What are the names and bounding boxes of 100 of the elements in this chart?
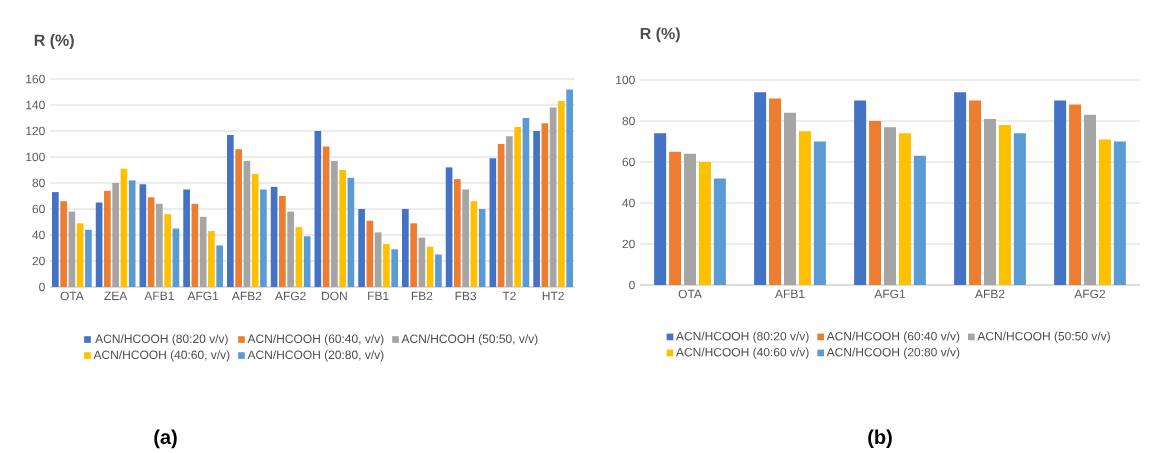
- bar: [983, 118, 996, 285]
- bar: [60, 201, 67, 287]
- bar: [913, 155, 926, 285]
- legend-label: ACN/HCOOH (20:80, v/v): [247, 350, 384, 362]
- bar: [347, 177, 355, 287]
- legend-label: ACN/HCOOH (60:40 v/v): [826, 331, 960, 343]
- bar: [191, 203, 199, 287]
- legend-label: ACN/HCOOH (80:20 v/v): [95, 334, 228, 346]
- bar: [506, 136, 513, 287]
- x-tick-label: T2: [502, 291, 516, 301]
- bar: [462, 189, 469, 287]
- bar: [435, 254, 442, 287]
- bar: [374, 232, 382, 287]
- bar: [128, 180, 136, 287]
- bar: [358, 208, 365, 287]
- bar: [164, 214, 171, 287]
- x-tick-label: OTA: [60, 291, 84, 301]
- bar: [251, 173, 259, 287]
- bar: [322, 146, 330, 287]
- bar: [1098, 139, 1111, 285]
- x-tick-label: AFB1: [775, 289, 805, 298]
- x-tick-label: AFB2: [231, 291, 262, 301]
- bar: [410, 223, 417, 287]
- bar: [1113, 141, 1126, 285]
- bar: [402, 208, 409, 287]
- bar: [383, 244, 390, 287]
- y-tick-label: 140: [26, 100, 45, 110]
- y-tick-label: 100: [616, 75, 635, 85]
- bar: [869, 120, 882, 285]
- bar: [558, 101, 565, 287]
- x-tick-label: HT2: [542, 291, 564, 301]
- bar: [243, 160, 251, 287]
- bar: [52, 192, 59, 287]
- text: (b): [868, 429, 892, 449]
- y-tick-label: 80: [32, 178, 45, 188]
- x-tick-label: AFB2: [975, 289, 1005, 299]
- bar: [303, 236, 311, 287]
- legend-label: ACN/HCOOH (50:50, v/v): [401, 334, 538, 346]
- x-tick-label: AFG1: [187, 291, 219, 301]
- bar: [391, 249, 398, 287]
- bar: [339, 169, 346, 287]
- bar: [969, 100, 982, 285]
- x-tick-label: AFG2: [1074, 289, 1106, 299]
- bar: [769, 98, 782, 285]
- bar: [314, 131, 322, 287]
- bar: [998, 125, 1011, 285]
- bar: [798, 131, 811, 285]
- bar: [76, 223, 84, 287]
- bar: [470, 201, 478, 287]
- x-tick-label: FB1: [368, 291, 389, 300]
- y-tick-label: 0: [629, 280, 635, 290]
- y-tick-label: 60: [622, 157, 635, 167]
- legend-label: ACN/HCOOH (60:40, v/v): [247, 334, 384, 346]
- bar: [684, 153, 696, 285]
- bar: [85, 229, 92, 287]
- bar: [698, 161, 711, 285]
- bar: [497, 143, 505, 287]
- x-tick-label: AFB1: [144, 291, 174, 300]
- bar: [235, 149, 242, 287]
- x-tick-label: FB3: [455, 291, 477, 301]
- bar: [1054, 100, 1067, 285]
- chart-title: R (%): [640, 27, 680, 43]
- bar: [522, 117, 530, 287]
- bar: [366, 220, 374, 287]
- bar: [514, 127, 521, 287]
- bar: [813, 141, 826, 285]
- bar: [541, 123, 549, 287]
- bar: [669, 151, 682, 285]
- chart-title: R (%): [34, 34, 74, 50]
- legend-label: ACN/HCOOH (50:50 v/v): [977, 331, 1110, 343]
- text: (a): [154, 429, 177, 449]
- bar: [654, 133, 667, 285]
- bar: [566, 89, 573, 287]
- bar: [478, 208, 486, 287]
- bar: [854, 100, 867, 285]
- bar: [156, 203, 163, 287]
- legend-label: ACN/HCOOH (20:80 v/v): [826, 347, 960, 359]
- y-tick-label: 120: [26, 126, 45, 136]
- y-tick-label: 160: [26, 74, 45, 84]
- bar: [104, 190, 111, 287]
- legend-label: ACN/HCOOH (80:20 v/v): [675, 331, 809, 343]
- bar: [147, 197, 155, 287]
- bar: [445, 167, 453, 287]
- y-tick-label: 80: [622, 116, 635, 126]
- bar: [208, 231, 215, 287]
- bar: [295, 227, 303, 287]
- bar: [112, 182, 119, 287]
- bar: [454, 179, 461, 287]
- y-tick-label: 40: [622, 198, 635, 208]
- x-tick-label: FB2: [411, 291, 433, 301]
- bar: [549, 107, 557, 287]
- bar: [279, 195, 286, 287]
- bar: [183, 189, 190, 287]
- bar: [884, 127, 896, 285]
- y-tick-label: 60: [32, 204, 45, 214]
- bar: [216, 245, 223, 287]
- x-tick-label: OTA: [678, 289, 702, 299]
- bar: [489, 158, 497, 287]
- x-tick-label: AFG1: [874, 289, 906, 299]
- bar: [784, 112, 796, 285]
